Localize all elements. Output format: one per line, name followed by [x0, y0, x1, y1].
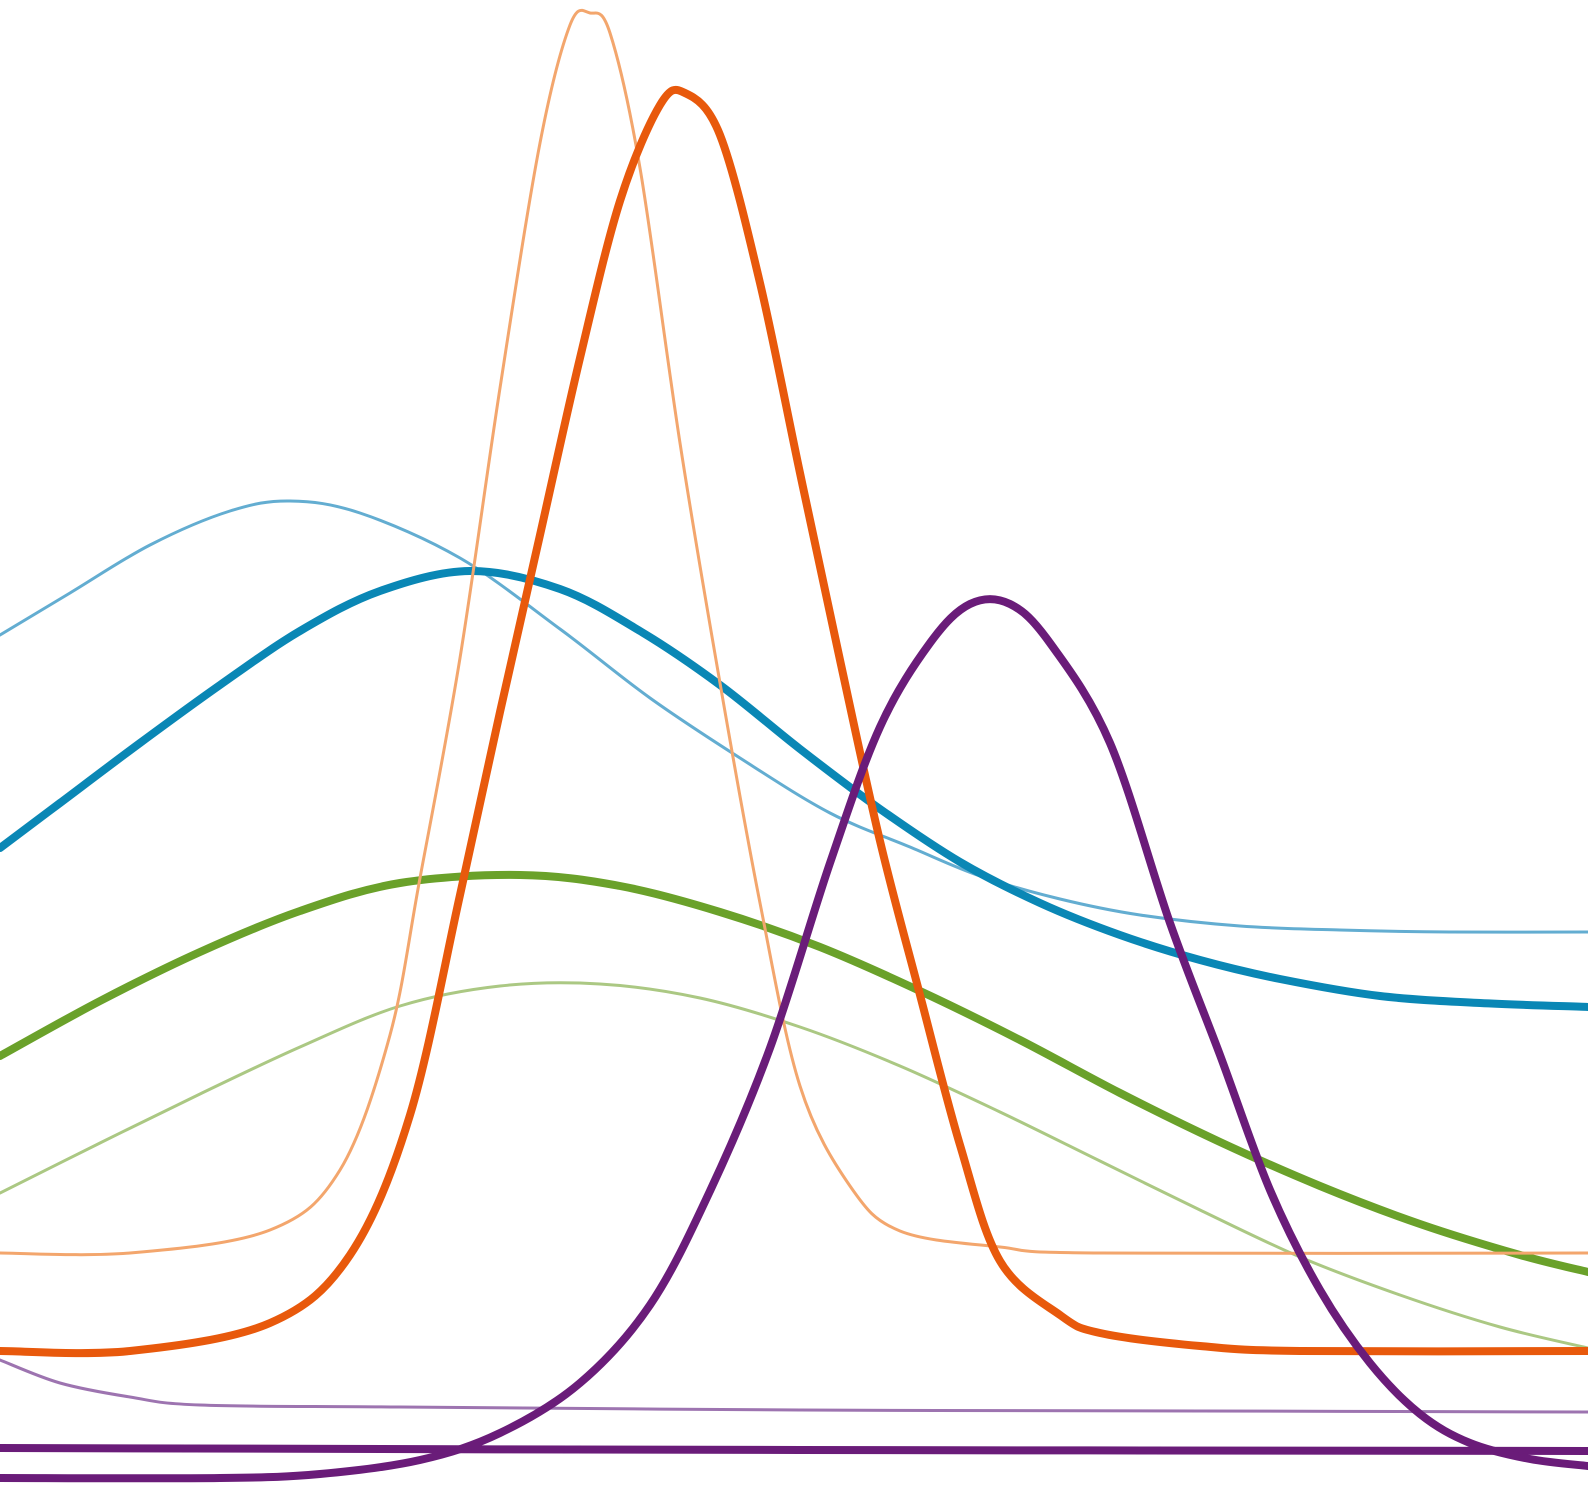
series-line-peach: [0, 8, 1588, 1257]
series-line-purple: [0, 595, 1588, 1483]
series-layer: [0, 8, 1588, 1483]
series-line-light-purple: [0, 1358, 1588, 1414]
series-line-orange: [0, 85, 1588, 1358]
series-line-purple-flat: [0, 1444, 1588, 1455]
series-line-light-green: [0, 981, 1588, 1350]
series-line-green: [0, 870, 1588, 1276]
series-line-light-blue: [0, 499, 1588, 934]
series-line-blue: [0, 566, 1588, 1011]
